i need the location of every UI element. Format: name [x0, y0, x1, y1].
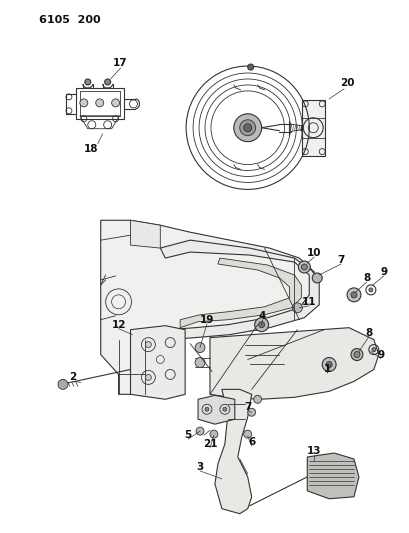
Circle shape	[350, 292, 356, 298]
Text: 8: 8	[364, 328, 372, 337]
Text: 7: 7	[243, 402, 251, 412]
Text: 9: 9	[376, 350, 383, 360]
Text: 17: 17	[113, 58, 128, 68]
Text: 18: 18	[83, 143, 98, 154]
Text: 12: 12	[111, 320, 126, 330]
Circle shape	[85, 79, 90, 85]
Circle shape	[247, 64, 253, 70]
Polygon shape	[180, 258, 301, 328]
Polygon shape	[209, 328, 378, 399]
Polygon shape	[130, 326, 185, 399]
Circle shape	[326, 361, 331, 367]
Circle shape	[104, 79, 110, 85]
Circle shape	[233, 114, 261, 142]
Polygon shape	[301, 100, 324, 156]
Circle shape	[321, 358, 335, 372]
Text: 19: 19	[199, 314, 213, 325]
Circle shape	[243, 430, 251, 438]
Circle shape	[247, 408, 255, 416]
Polygon shape	[160, 240, 319, 340]
Circle shape	[243, 124, 251, 132]
Circle shape	[111, 99, 119, 107]
Polygon shape	[198, 395, 234, 424]
Text: 13: 13	[306, 446, 321, 456]
Text: 1: 1	[323, 365, 330, 375]
Circle shape	[209, 430, 217, 438]
Polygon shape	[101, 220, 313, 394]
Text: 4: 4	[258, 311, 265, 321]
Circle shape	[346, 288, 360, 302]
Circle shape	[350, 349, 362, 360]
Circle shape	[301, 264, 307, 270]
Text: 6105  200: 6105 200	[39, 15, 101, 25]
Circle shape	[96, 99, 103, 107]
Circle shape	[80, 99, 88, 107]
Text: 3: 3	[196, 462, 203, 472]
Circle shape	[312, 273, 321, 283]
Polygon shape	[130, 220, 160, 248]
Circle shape	[292, 303, 301, 313]
Circle shape	[204, 407, 209, 411]
Circle shape	[196, 427, 204, 435]
Circle shape	[58, 379, 68, 389]
Circle shape	[298, 261, 310, 273]
Circle shape	[145, 375, 151, 381]
Text: 7: 7	[337, 255, 344, 265]
Circle shape	[368, 288, 372, 292]
Text: 20: 20	[339, 78, 353, 88]
Text: 6: 6	[247, 437, 255, 447]
Circle shape	[239, 120, 255, 136]
Polygon shape	[214, 389, 251, 514]
Text: 5: 5	[184, 430, 191, 440]
Text: 11: 11	[301, 297, 316, 307]
Text: 10: 10	[306, 248, 321, 258]
Text: 2: 2	[69, 373, 76, 382]
Text: 9: 9	[379, 267, 387, 277]
Polygon shape	[307, 453, 358, 499]
Circle shape	[145, 342, 151, 348]
Circle shape	[195, 358, 204, 367]
Circle shape	[254, 318, 268, 332]
Circle shape	[253, 395, 261, 403]
Circle shape	[195, 343, 204, 352]
Circle shape	[353, 352, 359, 358]
Text: 8: 8	[362, 273, 370, 283]
Text: 21: 21	[202, 439, 217, 449]
Circle shape	[371, 348, 375, 352]
Circle shape	[222, 407, 226, 411]
Circle shape	[258, 322, 264, 328]
